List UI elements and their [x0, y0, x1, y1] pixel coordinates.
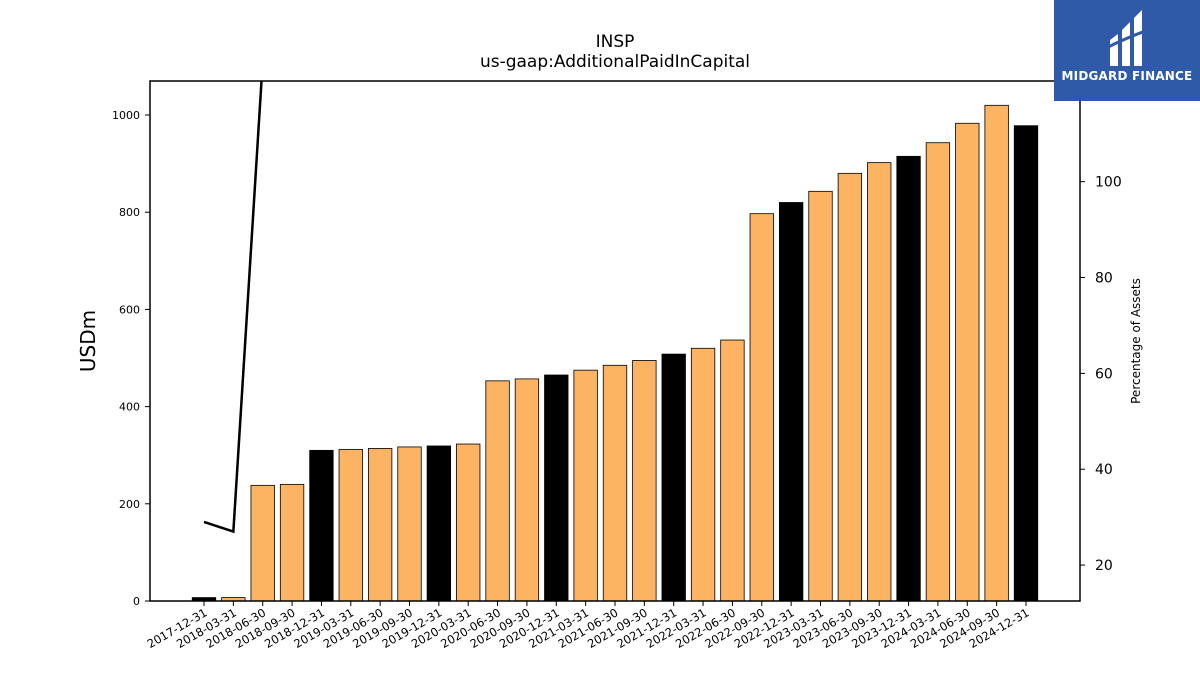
- bar-2019-03-31: [338, 448, 363, 602]
- bar-2021-03-31: [573, 369, 598, 602]
- y-tick-label-800: 800: [119, 206, 140, 219]
- y-tick-label-200: 200: [119, 498, 140, 511]
- chart-title: INSP: [595, 32, 635, 52]
- bar-2020-12-31: [544, 374, 569, 602]
- bar-2019-09-30: [397, 446, 422, 602]
- bar-2021-09-30: [632, 360, 657, 602]
- bar-2024-03-31: [925, 142, 951, 602]
- y-tick-label-1000: 1000: [112, 109, 140, 122]
- bar-2018-06-30: [250, 484, 275, 602]
- bar-2022-03-31: [690, 347, 716, 602]
- y2-tick-label-40: 40: [1095, 462, 1113, 478]
- bar-2024-09-30: [984, 104, 1009, 602]
- bar-2022-12-31: [778, 202, 804, 602]
- y2-axis-label: Percentage of Assets: [1129, 278, 1143, 404]
- y2-tick-label-20: 20: [1095, 558, 1113, 574]
- bar-2023-09-30: [867, 162, 892, 602]
- chart-subtitle: us-gaap:AdditionalPaidInCapital: [479, 52, 751, 72]
- bar-2023-12-31: [896, 155, 921, 602]
- bar-2018-09-30: [279, 483, 305, 602]
- bar-2019-06-30: [367, 447, 393, 602]
- bar-2024-06-30: [955, 122, 980, 602]
- y-tick-label-0: 0: [133, 595, 140, 608]
- y-axis-label: USDm: [76, 310, 100, 372]
- logo-mark-icon: [1105, 10, 1149, 66]
- y-tick-label-600: 600: [119, 303, 140, 316]
- bar-2020-06-30: [485, 380, 510, 602]
- bar-2021-12-31: [661, 353, 686, 602]
- bar-2019-12-31: [426, 445, 452, 602]
- bar-2020-03-31: [456, 443, 481, 602]
- bar-2020-09-30: [514, 378, 540, 602]
- bar-2018-12-31: [309, 449, 334, 602]
- bar-2022-06-30: [720, 339, 745, 602]
- bar-2023-03-31: [808, 190, 833, 602]
- y2-tick-label-100: 100: [1095, 175, 1122, 191]
- bar-2022-09-30: [749, 213, 774, 602]
- y2-tick-label-80: 80: [1095, 270, 1113, 286]
- line-series-percentage-of-assets: [203, 81, 263, 534]
- y2-tick-label-60: 60: [1095, 366, 1113, 382]
- logo-text: MIDGARD FINANCE: [1061, 69, 1193, 83]
- y-tick-label-400: 400: [119, 401, 140, 414]
- bar-2021-06-30: [602, 364, 628, 602]
- bar-2024-12-31: [1013, 125, 1039, 602]
- bar-2023-06-30: [837, 172, 863, 602]
- logo: MIDGARD FINANCE: [1054, 0, 1200, 101]
